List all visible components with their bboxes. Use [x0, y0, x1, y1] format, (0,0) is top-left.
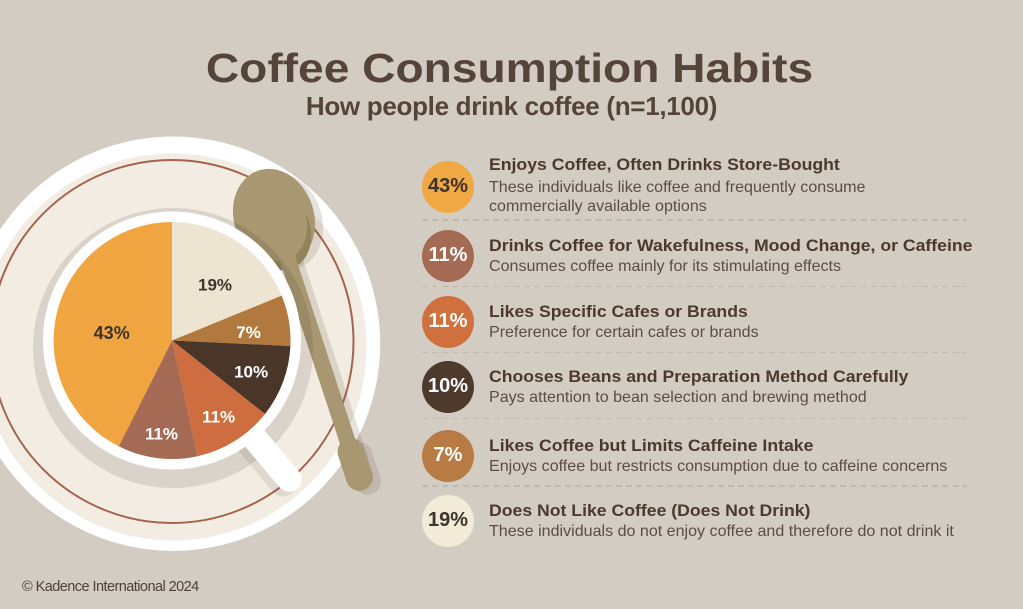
svg-text:43%: 43%: [94, 323, 130, 343]
svg-text:11%: 11%: [145, 425, 178, 444]
svg-text:7%: 7%: [236, 323, 261, 342]
svg-text:19%: 19%: [198, 276, 232, 295]
svg-text:11%: 11%: [202, 408, 235, 427]
svg-text:10%: 10%: [234, 362, 268, 381]
